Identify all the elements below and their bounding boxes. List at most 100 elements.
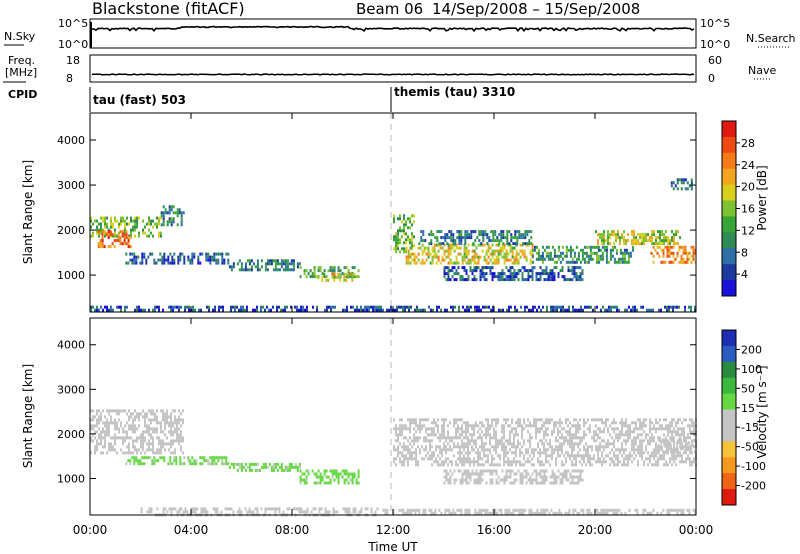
freq-label: Freq. (8, 54, 35, 67)
x-axis-label: Time UT (367, 540, 418, 554)
y-tick-label-2000: 2000 (57, 428, 85, 441)
echo-band-3 (228, 462, 301, 472)
echo-band-8 (393, 214, 415, 254)
echo-band-16 (670, 178, 693, 191)
cpid-panel: CPID tau (fast) 503 themis (tau) 3310 (8, 85, 515, 112)
colorbar-tick-6: 4 (741, 268, 748, 281)
beam-label: Beam 06 (356, 0, 423, 18)
colorbar-swatch-10 (722, 280, 736, 297)
colorbar-tick-4: 12 (741, 224, 755, 237)
colorbar-tick-4: -15 (741, 421, 759, 434)
x-tick-label-0: 00:00 (73, 523, 108, 537)
colorbar-swatch-7 (722, 232, 736, 249)
echo-band-2 (160, 205, 185, 227)
power-colorbar: 28 24 20 16 12 8 4 (721, 120, 755, 297)
echo-band-11 (443, 266, 584, 282)
x-tick-label-1: 04:00 (174, 523, 209, 537)
echo-band-3 (97, 230, 132, 249)
echo-band-12 (531, 245, 634, 264)
colorbar-swatch-4 (722, 184, 736, 202)
x-tick-label-3: 12:00 (376, 523, 411, 537)
colorbar-tick-2: 20 (741, 181, 755, 194)
cpid-segment-2: themis (tau) 3310 (394, 85, 515, 99)
colorbar-swatch-1 (722, 136, 736, 154)
x-tick-label-6: 00:00 (679, 523, 714, 537)
echo-band-5 (393, 418, 697, 467)
echo-band-7 (658, 438, 697, 454)
echo-band-13 (595, 230, 681, 246)
echo-band-10 (418, 230, 533, 246)
nsky-trace (92, 25, 695, 33)
power-ylabel: Slant Range [km] (21, 160, 35, 264)
freq-trace (91, 73, 695, 76)
y-tick-label-3000: 3000 (57, 179, 85, 192)
colorbar-swatch-10 (722, 489, 736, 506)
colorbar-tick-0: 28 (741, 137, 755, 150)
velocity-colorbar: 200 100 50 15 -15 -50 -100 -200 (721, 329, 766, 506)
echo-band-14 (650, 245, 697, 264)
echo-band-9 (405, 243, 534, 265)
nave-label: Nave (748, 64, 776, 77)
colorbar-tick-5: 8 (741, 246, 748, 259)
colorbar-swatch-3 (722, 168, 736, 186)
nave-tick-top: 60 (708, 54, 722, 67)
colorbar-tick-7: -200 (741, 480, 766, 493)
power-y-axis: 1000 2000 3000 4000 (57, 134, 696, 282)
y-tick-label-3000: 3000 (57, 383, 85, 396)
y-tick-label-2000: 2000 (57, 224, 85, 237)
colorbar-swatch-6 (722, 425, 736, 442)
echo-band-9 (382, 508, 697, 515)
x-tick-label-4: 16:00 (477, 523, 512, 537)
colorbar-swatch-9 (722, 264, 736, 281)
nave-tick-bottom: 0 (708, 72, 715, 85)
power-echo-cells (90, 178, 697, 312)
y-tick-label-4000: 4000 (57, 134, 85, 147)
nsearch-label: N.Search (746, 32, 796, 45)
date-range: 14/Sep/2008 – 15/Sep/2008 (432, 0, 640, 18)
velocity-y-axis: 1000 2000 3000 4000 (57, 339, 696, 485)
colorbar-swatch-8 (722, 457, 736, 474)
colorbar-swatch-5 (722, 409, 736, 426)
colorbar-swatch-2 (722, 152, 736, 170)
echo-band-6 (443, 469, 584, 485)
freq-unit: [MHz] (5, 66, 37, 79)
echo-band-4 (299, 469, 360, 485)
colorbar-swatch-9 (722, 473, 736, 490)
colorbar-swatch-0 (722, 121, 736, 138)
colorbar-swatch-5 (722, 200, 736, 217)
echo-band-15 (90, 305, 696, 312)
velocity-ylabel: Slant Range [km] (21, 364, 35, 468)
colorbar-tick-1: 100 (741, 363, 762, 376)
nsky-label: N.Sky (4, 30, 36, 43)
colorbar-swatch-1 (722, 345, 736, 363)
nsearch-tick-bottom: 10^0 (700, 38, 730, 51)
colorbar-swatch-0 (722, 330, 736, 347)
colorbar-tick-1: 24 (741, 159, 755, 172)
colorbar-swatch-7 (722, 441, 736, 458)
colorbar-tick-6: -100 (741, 460, 766, 473)
echo-band-1 (90, 409, 184, 455)
colorbar-tick-0: 200 (741, 343, 762, 356)
colorbar-tick-5: -50 (741, 441, 759, 454)
cpid-label: CPID (8, 88, 37, 101)
y-tick-label-4000: 4000 (57, 339, 85, 352)
freq-tick-top: 18 (66, 54, 80, 67)
velocity-colorbar-label: Velocity [m s⁻¹] (755, 365, 769, 458)
colorbar-tick-3: 15 (741, 402, 755, 415)
echo-band-4 (125, 252, 230, 265)
nsearch-tick-top: 10^5 (700, 17, 730, 30)
x-tick-label-5: 20:00 (578, 523, 613, 537)
freq-panel: Freq. [MHz] 18 8 60 0 Nave (3, 54, 776, 85)
colorbar-swatch-3 (722, 377, 736, 395)
velocity-panel: 1000 2000 3000 4000 Slant Range [km] (21, 317, 697, 517)
colorbar-swatch-8 (722, 248, 736, 265)
time-x-axis: 00:00 04:00 08:00 12:00 16:00 20:00 00:00 (73, 113, 714, 537)
colorbar-swatch-2 (722, 361, 736, 379)
power-panel: 1000 2000 3000 4000 Slant Range [km] (21, 112, 697, 313)
velocity-echo-cells (90, 409, 697, 517)
nsky-tick-top: 10^5 (58, 17, 88, 30)
echo-band-7 (317, 272, 356, 282)
echo-band-5 (228, 259, 301, 272)
colorbar-swatch-6 (722, 216, 736, 233)
